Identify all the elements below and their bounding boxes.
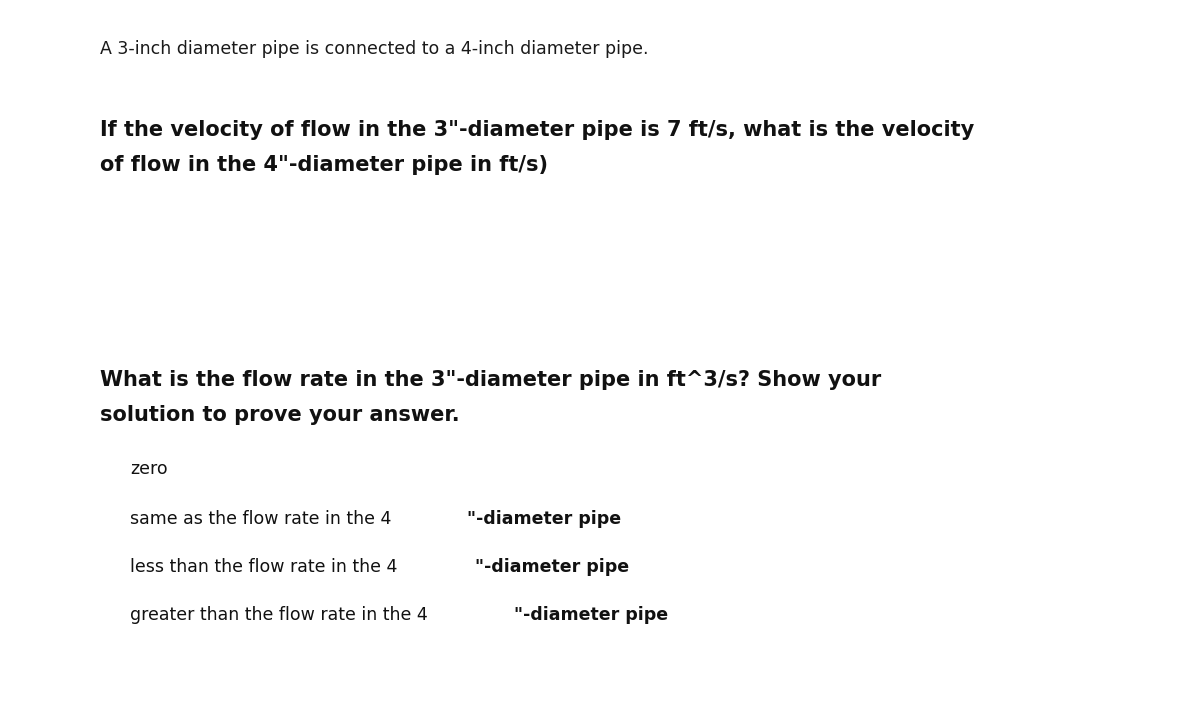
Text: of flow in the 4"-diameter pipe in ft/s): of flow in the 4"-diameter pipe in ft/s) bbox=[100, 155, 548, 175]
Text: "-diameter pipe: "-diameter pipe bbox=[467, 510, 622, 528]
Text: A 3-inch diameter pipe is connected to a 4-inch diameter pipe.: A 3-inch diameter pipe is connected to a… bbox=[100, 40, 648, 58]
Text: same as the flow rate in the 4: same as the flow rate in the 4 bbox=[130, 510, 391, 528]
Text: zero: zero bbox=[130, 460, 168, 478]
Text: solution to prove your answer.: solution to prove your answer. bbox=[100, 405, 460, 425]
Text: What is the flow rate in the 3"-diameter pipe in ft^3/s? Show your: What is the flow rate in the 3"-diameter… bbox=[100, 370, 881, 390]
Text: "-diameter pipe: "-diameter pipe bbox=[475, 558, 629, 576]
Text: If the velocity of flow in the 3"-diameter pipe is 7 ft/s, what is the velocity: If the velocity of flow in the 3"-diamet… bbox=[100, 120, 974, 140]
Text: greater than the flow rate in the 4: greater than the flow rate in the 4 bbox=[130, 606, 427, 624]
Text: less than the flow rate in the 4: less than the flow rate in the 4 bbox=[130, 558, 397, 576]
Text: "-diameter pipe: "-diameter pipe bbox=[514, 606, 668, 624]
